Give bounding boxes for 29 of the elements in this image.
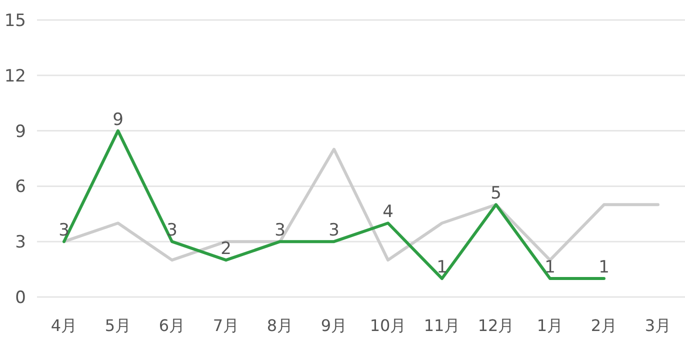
x-tick-label: 2月 [590,316,618,335]
y-tick-label: 12 [4,66,26,86]
data-label: 2 [220,239,232,260]
data-label: 1 [544,258,556,278]
data-label: 9 [112,110,124,130]
x-tick-label: 7月 [212,316,240,335]
x-tick-label: 1月 [536,316,564,335]
x-tick-label: 10月 [370,316,406,335]
y-tick-label: 3 [15,232,26,253]
x-tick-label: 9月 [320,316,348,335]
x-tick-label: 3月 [644,316,672,335]
x-tick-label: 12月 [478,316,514,335]
x-tick-label: 8月 [266,316,294,335]
data-label: 1 [598,258,610,278]
data-label: 3 [58,220,70,241]
data-label: 3 [166,220,178,241]
data-label: 4 [382,202,394,222]
x-tick-label: 4月 [50,316,78,335]
x-tick-label: 5月 [104,316,132,335]
data-label: 5 [490,184,502,204]
y-tick-label: 0 [15,288,26,308]
y-tick-label: 15 [4,11,26,31]
data-label: 1 [436,258,448,278]
y-tick-label: 9 [15,122,26,142]
data-label: 3 [328,220,340,241]
data-label: 3 [274,220,286,241]
y-tick-label: 6 [15,177,26,198]
x-tick-label: 6月 [158,316,186,335]
x-tick-label: 11月 [424,316,460,335]
